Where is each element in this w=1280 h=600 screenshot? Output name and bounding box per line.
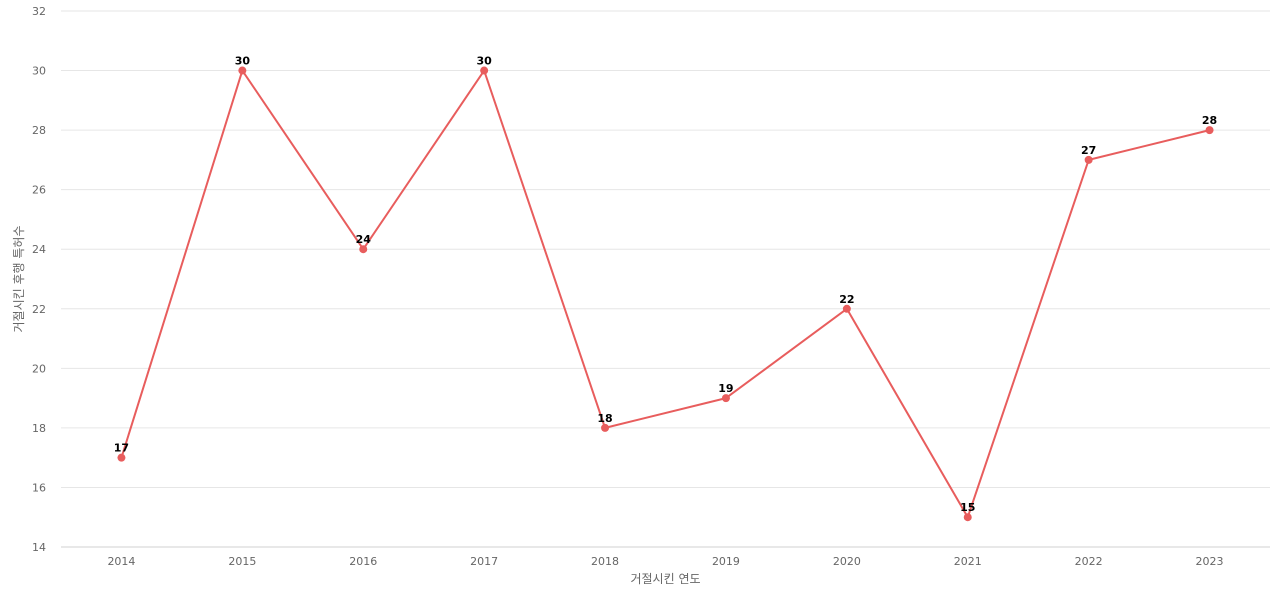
y-tick-label: 26 [32, 184, 46, 197]
y-tick-label: 14 [32, 541, 46, 554]
x-tick-label: 2021 [954, 555, 982, 568]
data-point[interactable] [1084, 155, 1093, 164]
data-point[interactable] [963, 513, 972, 522]
data-labels: 17 30 24 30 18 19 22 15 27 28 [114, 55, 1217, 515]
y-tick-label: 30 [32, 65, 46, 78]
x-tick-label: 2019 [712, 555, 740, 568]
data-point[interactable] [238, 66, 247, 75]
data-label: 27 [1081, 144, 1096, 157]
x-tick-label: 2017 [470, 555, 498, 568]
data-label: 19 [718, 382, 733, 395]
data-label: 15 [960, 501, 975, 514]
y-axis-ticks: 14 16 18 20 22 24 26 28 30 32 [32, 5, 46, 554]
data-label: 18 [597, 412, 612, 425]
x-tick-label: 2014 [107, 555, 135, 568]
x-tick-label: 2020 [833, 555, 861, 568]
data-point[interactable] [721, 394, 730, 403]
x-tick-label: 2022 [1075, 555, 1103, 568]
x-tick-label: 2023 [1196, 555, 1224, 568]
y-tick-label: 24 [32, 243, 46, 256]
y-tick-label: 16 [32, 481, 46, 494]
x-tick-label: 2018 [591, 555, 619, 568]
data-label: 28 [1202, 114, 1217, 127]
y-tick-label: 18 [32, 422, 46, 435]
series-layer [117, 66, 1214, 522]
x-axis-ticks: 2014 2015 2016 2017 2018 2019 2020 2021 2022 2023 [107, 555, 1223, 568]
series-line [120, 69, 1210, 519]
data-point[interactable] [601, 423, 610, 432]
y-axis-title: 거절시킨 후행 특허수 [11, 226, 26, 333]
data-point[interactable] [1205, 126, 1214, 135]
data-point[interactable] [359, 245, 368, 254]
data-label: 17 [114, 442, 129, 455]
x-axis-title: 거절시킨 연도 [630, 572, 700, 586]
y-tick-label: 20 [32, 362, 46, 375]
data-label: 24 [356, 233, 372, 246]
data-label: 30 [476, 55, 492, 68]
y-tick-label: 28 [32, 124, 46, 137]
data-label: 30 [235, 55, 251, 68]
x-tick-label: 2016 [349, 555, 377, 568]
grid-lines [61, 10, 1270, 488]
data-point[interactable] [117, 453, 126, 462]
x-tick-label: 2015 [228, 555, 256, 568]
data-label: 22 [839, 293, 854, 306]
data-point[interactable] [842, 304, 851, 313]
y-tick-label: 32 [32, 5, 46, 18]
data-point[interactable] [480, 66, 489, 75]
y-tick-label: 22 [32, 303, 46, 316]
